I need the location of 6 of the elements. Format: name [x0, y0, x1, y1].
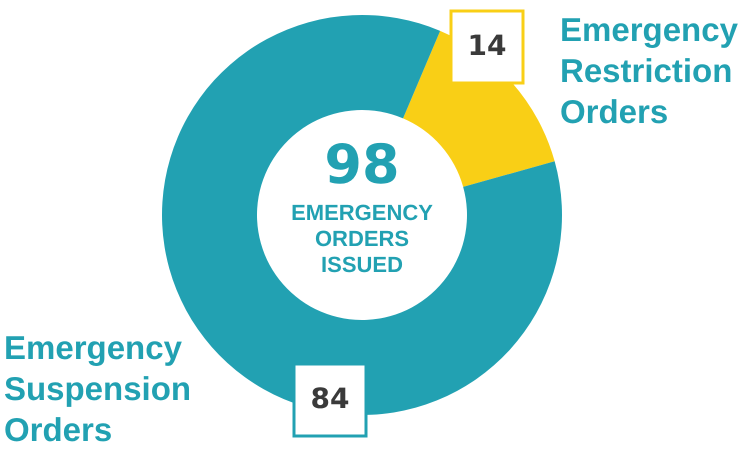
text: EMERGENCY ORDERS ISSUED — [291, 200, 434, 277]
legend-label: Emergency Restriction Orders — [560, 11, 739, 130]
data-label: 84 — [310, 382, 350, 415]
data-label: 14 — [468, 29, 506, 62]
slice-label: Emergency Suspension Orders — [4, 329, 192, 448]
text: 98 — [324, 133, 400, 196]
